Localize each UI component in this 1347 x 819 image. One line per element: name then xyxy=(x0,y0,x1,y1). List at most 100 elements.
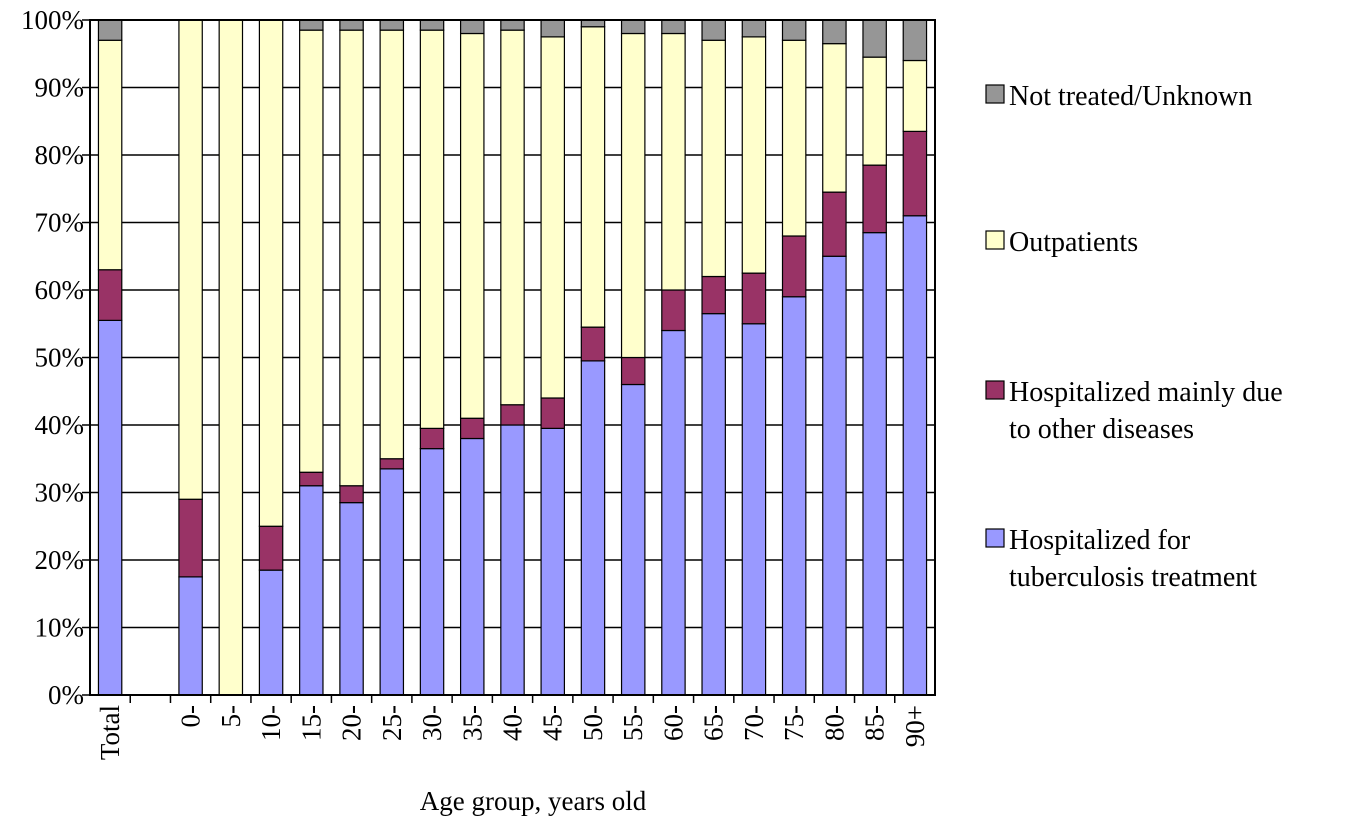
legend: Not treated/Unknown Outpatients Hospitaliz… xyxy=(985,81,1283,593)
x-tick-label: 75- xyxy=(779,705,809,741)
legend-label: Outpatients xyxy=(1009,227,1138,258)
bar-segment xyxy=(459,417,485,440)
bar-segment xyxy=(500,424,525,696)
y-tick-label: 50% xyxy=(35,343,85,373)
bar-segment xyxy=(620,19,646,35)
x-tick-label: 70- xyxy=(739,705,769,741)
bar-segment xyxy=(500,19,525,31)
x-tick-label: 60- xyxy=(658,705,688,741)
bar-segment xyxy=(701,39,726,278)
x-axis-title: Age group, years old xyxy=(420,786,647,816)
bar-segment xyxy=(379,29,405,460)
x-tick-label: 90+ xyxy=(900,705,930,747)
bar-segment xyxy=(580,26,606,328)
y-tick-label: 20% xyxy=(35,545,85,575)
x-tick-label: 65- xyxy=(699,705,729,741)
x-tick-label: 85- xyxy=(860,705,890,741)
bar-segment xyxy=(540,19,566,38)
bar-segment xyxy=(822,19,847,45)
bar-segment xyxy=(419,427,445,450)
legend-swatch xyxy=(985,380,1005,400)
x-tick-label: 80- xyxy=(819,705,849,741)
y-tick-label: 0% xyxy=(48,680,84,710)
bar-segment xyxy=(822,191,847,257)
bar-segment xyxy=(379,19,405,31)
x-tick-label: 30- xyxy=(417,705,447,741)
bar-segment xyxy=(701,313,726,696)
bar-segment xyxy=(661,19,686,35)
bar-segment xyxy=(299,485,324,696)
bar-segment xyxy=(178,576,203,696)
x-tick-label: 45- xyxy=(538,705,568,741)
bar-segment xyxy=(620,383,646,696)
bar-segment xyxy=(299,29,324,473)
bar-segment xyxy=(862,232,887,696)
legend-label: tuberculosis treatment xyxy=(1009,562,1257,593)
bar-segment xyxy=(741,272,767,325)
y-tick-label: 40% xyxy=(35,410,85,440)
bar-segment xyxy=(902,215,928,696)
bar-segment xyxy=(902,130,928,217)
bar-segment xyxy=(580,360,606,696)
x-tick-label: 55- xyxy=(618,705,648,741)
bar-segment xyxy=(540,36,566,399)
legend-label: to other diseases xyxy=(1009,414,1194,445)
bar-segment xyxy=(580,19,606,28)
x-tick-label: Total xyxy=(95,705,125,760)
bar-segment xyxy=(741,323,767,696)
x-tick-label: 50- xyxy=(578,705,608,741)
x-tick-label: 35- xyxy=(457,705,487,741)
bar-segment xyxy=(902,59,928,132)
bar-segment xyxy=(97,319,123,696)
bar-segment xyxy=(178,19,203,500)
bar-segment xyxy=(258,525,284,571)
x-axis-ticks: Total 0- 5- 10- 15- 20- 25- 30- 35- 40- 45- 50- 55- 6… xyxy=(95,695,930,760)
bar-segment xyxy=(862,56,887,166)
bar-segment xyxy=(862,164,887,234)
bar-segment xyxy=(379,468,405,696)
bar-segment xyxy=(178,498,203,578)
legend-label: Not treated/Unknown xyxy=(1009,81,1252,112)
x-tick-label: 0- xyxy=(176,705,206,728)
bar-segment xyxy=(540,427,566,696)
bar-segment xyxy=(419,19,445,31)
bar-segment xyxy=(500,404,525,426)
y-axis-ticks: 0% 10% 20% 30% 40% 50% 60% 70% 80% 90% 100% xyxy=(21,5,90,710)
y-tick-label: 90% xyxy=(35,73,85,103)
x-tick-label: 15- xyxy=(296,705,326,741)
y-tick-label: 100% xyxy=(21,5,84,35)
bar-segment xyxy=(459,19,485,35)
bar-segment xyxy=(540,397,566,429)
bar-segment xyxy=(661,289,686,332)
y-tick-label: 30% xyxy=(35,478,85,508)
bar-segment xyxy=(97,269,123,321)
y-tick-label: 80% xyxy=(35,140,85,170)
bar-segment xyxy=(339,485,364,504)
bar-segment xyxy=(902,19,928,62)
x-tick-label: 25- xyxy=(377,705,407,741)
bar-segment xyxy=(661,32,686,291)
bar-segment xyxy=(299,471,324,487)
bar-segment xyxy=(97,39,123,271)
bar-segment xyxy=(500,29,525,406)
x-tick-label: 20- xyxy=(337,705,367,741)
bar-segment xyxy=(781,39,807,237)
bar-segment xyxy=(218,19,244,696)
bar-segment xyxy=(258,569,284,696)
y-tick-label: 10% xyxy=(35,613,85,643)
legend-swatch xyxy=(985,84,1005,104)
bar-segment xyxy=(822,43,847,193)
legend-swatch xyxy=(985,230,1005,250)
bar-segment xyxy=(620,32,646,359)
bar-segment xyxy=(339,502,364,696)
bar-segment xyxy=(97,19,123,41)
bar-segment xyxy=(419,448,445,696)
bar-segment xyxy=(741,36,767,274)
bar-segment xyxy=(620,356,646,386)
bar-segment xyxy=(459,437,485,696)
bar-segment xyxy=(862,19,887,58)
bar-segment xyxy=(299,19,324,31)
legend-swatch xyxy=(985,528,1005,548)
bar-segment xyxy=(822,255,847,696)
